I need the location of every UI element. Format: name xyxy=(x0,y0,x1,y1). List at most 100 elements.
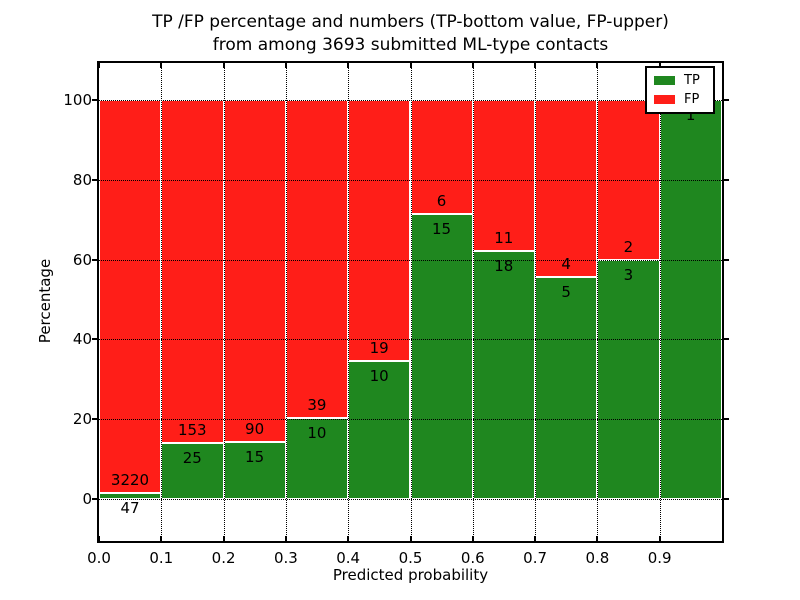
y-tick-label: 20 xyxy=(72,410,92,429)
bar-segment-fp xyxy=(223,100,286,442)
vertical-gridline xyxy=(410,63,412,541)
y-tick-left xyxy=(92,338,97,341)
fp-count-label: 90 xyxy=(245,419,265,438)
y-tick-left xyxy=(92,418,97,421)
fp-count-label: 2 xyxy=(623,237,634,256)
x-tick-bottom xyxy=(596,536,599,541)
vertical-gridline xyxy=(659,63,661,541)
x-tick-top xyxy=(347,63,350,68)
bar-segment-tp xyxy=(659,100,722,499)
bar-segment-fp xyxy=(285,100,349,418)
y-tick-label: 0 xyxy=(82,490,92,508)
y-tick-label: 40 xyxy=(72,330,92,349)
bar-segment-fp xyxy=(348,100,411,362)
fp-count-label: 11 xyxy=(494,229,514,248)
chart-title-line1: TP /FP percentage and numbers (TP-bottom… xyxy=(152,12,669,32)
bar-segment-tp xyxy=(99,493,162,499)
tp-count-label: 10 xyxy=(369,367,389,386)
fp-count-label: 3220 xyxy=(110,471,150,490)
tp-count-label: 1 xyxy=(685,106,696,124)
fp-count-label: 6 xyxy=(436,191,447,210)
y-tick-left xyxy=(92,498,97,500)
x-tick-top xyxy=(160,63,163,68)
y-tick-left xyxy=(92,99,97,101)
x-axis-label: Predicted probability xyxy=(332,566,489,584)
legend-item-tp: TP xyxy=(647,74,713,87)
bar-segment-tp xyxy=(223,441,286,499)
x-tick-top xyxy=(534,63,537,68)
plot-area: 3220 47 153 25 90 15 39 10 19 10 6 15 11 18 4 5 2 3 1 TP FP xyxy=(97,61,724,543)
legend-item-fp: FP xyxy=(647,93,713,106)
x-tick-top xyxy=(658,63,661,68)
bar-segment-tp xyxy=(410,213,473,499)
bar-segment-fp xyxy=(472,100,536,252)
tp-count-label: 15 xyxy=(245,447,265,466)
x-tick-label: 0.3 xyxy=(273,549,298,567)
x-tick-label: 0.7 xyxy=(523,549,548,567)
x-tick-label: 0.8 xyxy=(585,549,610,567)
legend-item-label: TP xyxy=(684,73,700,88)
y-tick-right xyxy=(724,338,729,341)
bar-segment-tp xyxy=(348,361,411,499)
vertical-gridline xyxy=(597,63,599,541)
chart-title-line2: from among 3693 submitted ML-type contac… xyxy=(212,35,609,55)
fp-swatch-icon xyxy=(654,95,675,104)
x-tick-label: 0.6 xyxy=(460,549,485,567)
y-tick-right xyxy=(724,178,729,181)
bar-segment-tp xyxy=(597,259,660,499)
legend: TP FP xyxy=(645,66,715,114)
tp-count-label: 10 xyxy=(307,423,327,442)
y-tick-label: 100 xyxy=(63,91,92,109)
tp-count-label: 15 xyxy=(431,219,452,238)
x-tick-bottom xyxy=(658,536,661,541)
fp-count-label: 39 xyxy=(307,395,327,414)
tp-count-label: 25 xyxy=(182,448,202,467)
vertical-gridline xyxy=(472,63,474,541)
vertical-gridline xyxy=(285,63,287,541)
chart-title: TP /FP percentage and numbers (TP-bottom… xyxy=(99,11,722,57)
x-tick-bottom xyxy=(409,536,412,541)
bar-segment-tp xyxy=(285,417,349,499)
x-tick-label: 0.4 xyxy=(336,549,361,567)
x-tick-label: 0.9 xyxy=(647,549,672,567)
tp-count-label: 5 xyxy=(561,283,571,302)
vertical-gridline xyxy=(348,63,350,541)
x-tick-top xyxy=(222,63,225,68)
x-tick-label: 0.0 xyxy=(87,549,111,567)
x-tick-bottom xyxy=(347,536,350,541)
y-tick-left xyxy=(92,178,97,181)
x-tick-bottom xyxy=(471,536,474,541)
y-tick-left xyxy=(92,258,97,261)
y-tick-right xyxy=(724,498,729,500)
x-tick-top xyxy=(596,63,599,68)
x-tick-top xyxy=(409,63,412,68)
tp-count-label: 18 xyxy=(494,257,514,276)
legend-item-label: FP xyxy=(684,92,700,107)
y-tick-right xyxy=(724,418,729,421)
bar-segment-tp xyxy=(472,251,536,499)
fp-count-label: 19 xyxy=(369,339,389,358)
bar-segment-fp xyxy=(161,100,224,443)
x-tick-label: 0.2 xyxy=(211,549,236,567)
tp-count-label: 47 xyxy=(120,499,140,518)
bar-segment-fp xyxy=(535,100,598,278)
y-tick-right xyxy=(724,99,729,101)
x-tick-top xyxy=(471,63,474,68)
x-tick-label: 0.1 xyxy=(149,549,174,567)
tp-count-label: 3 xyxy=(623,265,634,284)
x-tick-bottom xyxy=(284,536,287,541)
vertical-gridline xyxy=(161,63,163,541)
vertical-gridline xyxy=(535,63,537,541)
x-tick-top xyxy=(284,63,287,68)
x-tick-bottom xyxy=(534,536,537,541)
x-tick-top xyxy=(98,63,100,68)
x-tick-bottom xyxy=(222,536,225,541)
y-tick-label: 60 xyxy=(72,250,92,269)
bar-segment-fp xyxy=(99,100,162,494)
tp-swatch-icon xyxy=(654,76,675,85)
fp-count-label: 4 xyxy=(561,255,571,274)
y-tick-right xyxy=(724,258,729,261)
fp-count-label: 153 xyxy=(177,420,207,439)
vertical-gridline xyxy=(223,63,225,541)
